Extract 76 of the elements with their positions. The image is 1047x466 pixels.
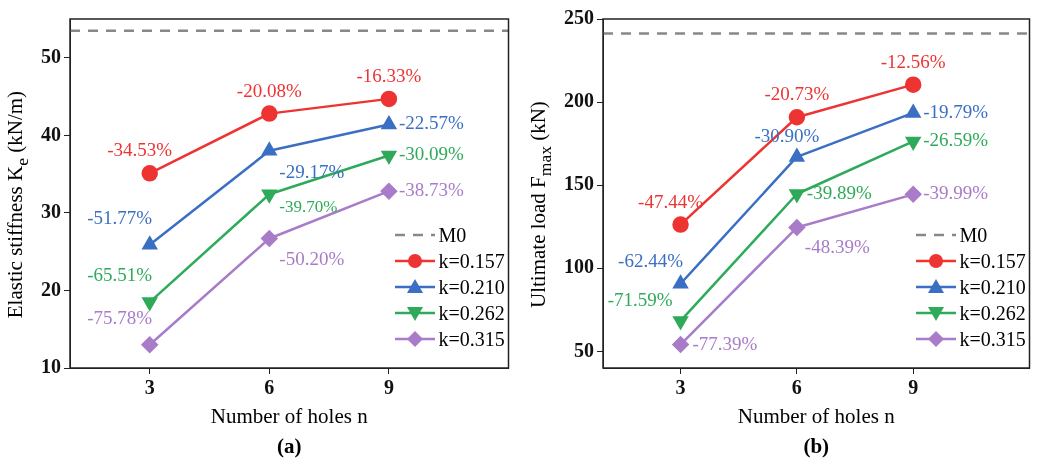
point (905, 104, 921, 118)
point (141, 336, 158, 353)
point (789, 148, 805, 162)
point (142, 236, 158, 250)
annotation: -12.56% (880, 50, 946, 72)
point (262, 189, 277, 203)
legend-label: k=0.157 (438, 249, 505, 274)
point (142, 297, 158, 311)
legend-label: M0 (959, 223, 988, 248)
legend-label: k=0.262 (438, 301, 505, 326)
point (380, 90, 398, 108)
point (788, 108, 806, 126)
y-tick-label: 10 (41, 355, 61, 378)
point (904, 186, 922, 203)
point (905, 136, 921, 150)
x-tick-label: 9 (383, 376, 394, 399)
point (261, 230, 278, 247)
annotation: -38.73% (398, 179, 464, 201)
point (380, 182, 398, 200)
x-tick-label: 3 (675, 376, 686, 399)
annotation: -48.39% (804, 235, 870, 257)
x-tick-label: 3 (144, 376, 155, 399)
x-tick-label: 6 (791, 376, 802, 399)
annotation: -39.70% (279, 196, 338, 216)
x-axis-title: Number of holes n (209, 404, 369, 429)
annotation: -20.73% (764, 83, 830, 105)
point (672, 336, 689, 353)
annotation: -39.99% (923, 182, 989, 204)
point (788, 219, 806, 236)
annotation: -29.17% (279, 160, 345, 182)
annotation: -16.33% (356, 64, 422, 86)
annotation: -75.78% (87, 306, 153, 328)
annotation: -47.44% (638, 190, 704, 212)
legend-label: k=0.315 (438, 327, 505, 352)
x-tick-label: 9 (908, 376, 919, 399)
point (673, 275, 688, 289)
annotation: -34.53% (107, 139, 173, 161)
point (672, 216, 689, 233)
legend-label: k=0.157 (959, 249, 1026, 274)
annotation: -71.59% (607, 288, 673, 310)
point (381, 116, 397, 130)
text: (a) (276, 434, 303, 459)
y-tick-label: 30 (41, 200, 61, 223)
y-tick-label: 150 (564, 172, 594, 195)
annotation: -22.57% (398, 112, 464, 134)
y-tick-label: 50 (41, 44, 61, 67)
annotation: -65.51% (87, 264, 153, 286)
point (673, 316, 688, 330)
annotation: -51.77% (87, 206, 153, 228)
point (261, 105, 278, 122)
legend-label: k=0.210 (959, 275, 1026, 300)
point (904, 76, 922, 93)
point (262, 142, 277, 156)
y-tick-label: 250 (564, 6, 594, 29)
text: (b) (802, 434, 831, 459)
point (381, 150, 397, 164)
legend-label: k=0.315 (959, 327, 1026, 352)
annotation: -30.09% (398, 143, 464, 165)
annotation: -39.89% (806, 181, 872, 203)
y-tick-label: 50 (574, 338, 594, 361)
legend-label: M0 (438, 223, 467, 248)
annotation: -26.59% (923, 129, 989, 151)
y-tick-label: 40 (41, 122, 61, 145)
y-tick-label: 200 (564, 89, 594, 112)
legend-label: k=0.210 (438, 275, 505, 300)
annotation: -77.39% (692, 332, 758, 354)
x-axis-title: Number of holes n (736, 404, 896, 429)
y-tick-label: 20 (41, 277, 61, 300)
annotation: -50.20% (279, 248, 345, 270)
legend-label: k=0.262 (959, 301, 1026, 326)
annotation: -19.79% (923, 100, 989, 122)
annotation: -62.44% (618, 249, 684, 271)
annotation: -20.08% (236, 79, 302, 101)
point (141, 165, 158, 182)
x-tick-label: 6 (264, 376, 275, 399)
y-tick-label: 100 (564, 255, 594, 278)
